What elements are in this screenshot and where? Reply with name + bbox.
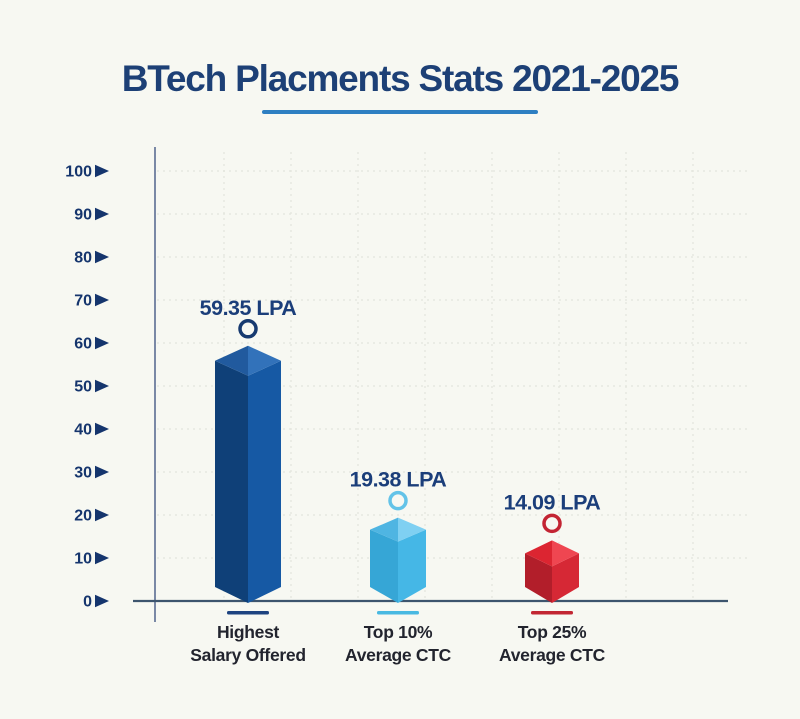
bar-highest-salary-offered-top-face xyxy=(248,345,281,376)
y-tick-label: 70 xyxy=(74,293,92,310)
bar-top-10-average-ctc-left-face xyxy=(370,529,398,603)
bar-ring-icon xyxy=(388,490,408,511)
y-tick-arrow-icon xyxy=(95,250,109,264)
page-title: BTech Placments Stats 2021-2025 xyxy=(121,58,680,99)
bar-top-25-average-ctc-top-face xyxy=(552,540,579,567)
bar-highest-salary-offered-left-face xyxy=(215,360,248,603)
title-underline xyxy=(262,110,538,114)
y-tick-arrow-icon xyxy=(95,293,109,307)
y-tick-label: 30 xyxy=(74,465,92,482)
bar-legend-dash xyxy=(377,611,419,615)
y-tick-arrow-icon xyxy=(95,594,109,608)
bar-top-10-average-ctc-right-face xyxy=(398,529,426,603)
bar-category-label: Top 25% xyxy=(518,622,587,642)
bar-value-label: 14.09 LPA xyxy=(504,490,601,514)
bar-top-25-average-ctc-right-face xyxy=(552,553,579,603)
bar-category-label: Top 10% xyxy=(364,622,433,642)
bar-category-label: Salary Offered xyxy=(190,645,305,665)
bar-top-25-average-ctc-top-face xyxy=(525,540,552,567)
y-tick-label: 10 xyxy=(74,551,92,568)
y-tick-label: 80 xyxy=(74,250,92,267)
y-tick-arrow-icon xyxy=(95,508,109,522)
bar-top-25-average-ctc-left-face xyxy=(525,553,552,603)
bar-highest-salary-offered-top-face xyxy=(215,345,248,376)
bar-value-label: 19.38 LPA xyxy=(350,468,447,492)
y-tick-label: 90 xyxy=(74,207,92,224)
bar-highest-salary-offered-right-face xyxy=(248,360,281,603)
y-tick-label: 100 xyxy=(65,164,92,181)
bar-ring-icon xyxy=(542,513,562,534)
bar-top-10-average-ctc-top-face xyxy=(370,517,398,542)
bar-ring-icon xyxy=(238,319,258,339)
bar-legend-dash xyxy=(531,611,573,615)
y-tick-arrow-icon xyxy=(95,207,109,221)
y-tick-arrow-icon xyxy=(95,164,109,178)
y-tick-label: 40 xyxy=(74,422,92,439)
bar-category-label: Average CTC xyxy=(345,645,452,665)
y-tick-arrow-icon xyxy=(95,379,109,393)
y-tick-label: 20 xyxy=(74,508,92,525)
y-tick-arrow-icon xyxy=(95,551,109,565)
y-tick-arrow-icon xyxy=(95,336,109,350)
y-tick-label: 0 xyxy=(83,594,92,611)
bar-legend-dash xyxy=(227,611,269,615)
bar-category-label: Highest xyxy=(217,622,280,642)
bar-top-10-average-ctc-top-face xyxy=(398,517,426,542)
bar-value-label: 59.35 LPA xyxy=(200,296,297,320)
y-tick-label: 50 xyxy=(74,379,92,396)
y-tick-arrow-icon xyxy=(95,422,109,436)
y-tick-label: 60 xyxy=(74,336,92,353)
bar-category-label: Average CTC xyxy=(499,645,606,665)
y-tick-arrow-icon xyxy=(95,465,109,479)
